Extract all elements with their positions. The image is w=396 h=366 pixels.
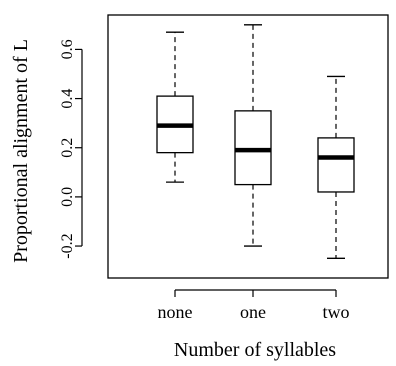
x-axis: none one two — [158, 289, 350, 322]
y-tick-label: 0.0 — [59, 187, 76, 207]
x-tick-label: one — [240, 302, 266, 322]
y-tick-label: -0.2 — [59, 233, 76, 258]
box-rect-two — [317, 137, 355, 193]
box-rect-one — [234, 110, 272, 186]
y-tick-label: 0.2 — [59, 138, 76, 158]
box-two — [317, 75, 355, 259]
y-axis: -0.2 0.0 0.2 0.4 0.6 — [59, 39, 83, 259]
y-tick-label: 0.4 — [59, 89, 76, 109]
box-one — [234, 24, 272, 247]
x-tick-label: none — [158, 302, 193, 322]
x-axis-title: Number of syllables — [174, 339, 336, 361]
y-tick-label: 0.6 — [59, 39, 76, 59]
x-tick-label: two — [323, 302, 350, 322]
box-group — [156, 24, 355, 259]
box-none — [156, 31, 194, 183]
y-axis-title: Proportional alignment of L — [10, 39, 32, 263]
plot-frame — [107, 14, 389, 279]
